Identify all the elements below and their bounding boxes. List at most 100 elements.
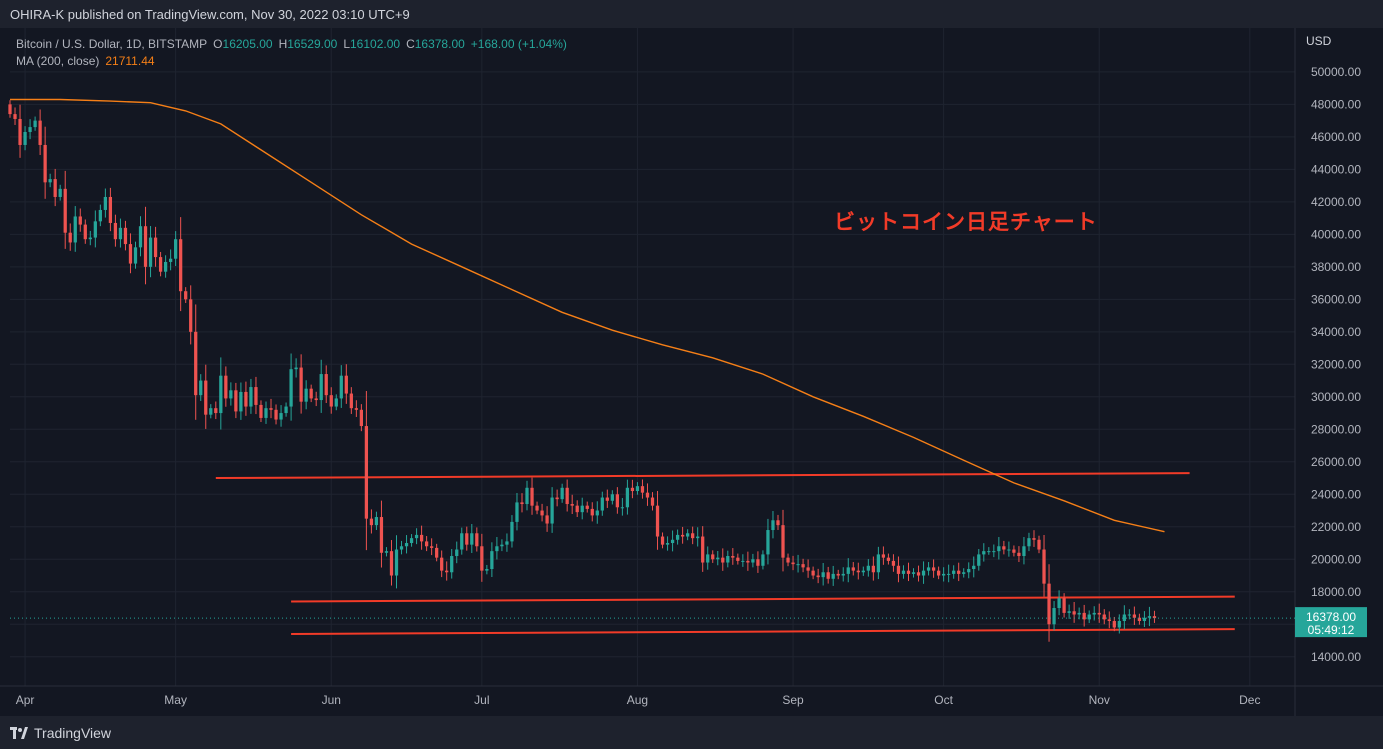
candle-body — [1017, 552, 1021, 557]
candle-body — [334, 398, 338, 407]
chart-annotation: ビットコイン日足チャート — [834, 210, 1098, 234]
candle-body — [655, 505, 660, 537]
candle — [485, 564, 489, 575]
candle — [1032, 530, 1036, 547]
candle-body — [786, 557, 790, 563]
candle — [741, 554, 745, 567]
candle — [550, 487, 554, 533]
support-upper-line[interactable] — [291, 595, 1235, 603]
candle-body — [73, 216, 77, 243]
candle — [992, 544, 996, 558]
candle — [128, 233, 133, 274]
candle-body — [1092, 612, 1096, 615]
candle-body — [1057, 598, 1061, 609]
time-tick-label: Apr — [16, 693, 35, 707]
candle — [1097, 603, 1101, 623]
candle-body — [605, 497, 609, 501]
candle — [1142, 611, 1147, 628]
candle-body — [530, 487, 534, 506]
price-axis[interactable]: USD14000.0016000.0018000.0020000.0022000… — [1294, 28, 1361, 716]
candle-body — [384, 551, 389, 553]
time-tick-label: Dec — [1239, 693, 1260, 707]
time-tick-label: Oct — [934, 693, 953, 707]
candle — [1127, 609, 1131, 620]
price-tick-label: 22000.00 — [1311, 520, 1361, 534]
candle — [931, 559, 936, 578]
candle — [926, 562, 931, 576]
candle — [194, 304, 198, 420]
candle — [500, 539, 504, 552]
candle-body — [957, 570, 961, 574]
candle-body — [1042, 549, 1046, 584]
candle-body — [756, 559, 760, 566]
candle — [384, 547, 389, 557]
candle-body — [485, 569, 489, 571]
candle — [831, 565, 835, 586]
price-tick-label: 42000.00 — [1311, 195, 1361, 209]
time-axis[interactable]: Apr May Jun Jul Aug Sep Oct Nov Dec — [0, 685, 1383, 707]
candle-body — [881, 554, 886, 558]
candle-body — [123, 227, 128, 245]
candle — [219, 357, 223, 430]
candle — [148, 226, 153, 278]
candle — [610, 490, 614, 505]
candle — [83, 219, 87, 244]
candle — [630, 479, 635, 499]
tradingview-logo[interactable]: TradingView — [10, 725, 111, 741]
candle — [123, 220, 128, 251]
candle-body — [455, 549, 459, 557]
candle-body — [972, 565, 976, 570]
candle — [279, 405, 283, 427]
candle — [801, 558, 805, 573]
candle-body — [13, 114, 17, 119]
candle-body — [806, 567, 810, 571]
candle-body — [595, 510, 599, 516]
candle-body — [751, 559, 755, 563]
candle — [570, 494, 574, 514]
candle-body — [324, 374, 328, 396]
ma-label[interactable]: MA (200, close) — [16, 54, 100, 68]
candle-body — [535, 505, 539, 511]
candle — [1042, 534, 1046, 597]
candle — [866, 559, 870, 577]
candle-body — [435, 547, 439, 558]
candle-body — [891, 560, 896, 566]
candle — [13, 107, 17, 125]
candle — [244, 381, 248, 416]
candle-body — [38, 120, 42, 145]
candle-body — [575, 505, 579, 513]
candle-body — [1137, 617, 1142, 622]
price-chart[interactable]: Apr May Jun Jul Aug Sep Oct Nov Dec USD 14000.00 1… — [0, 28, 1383, 716]
candle — [987, 547, 991, 555]
candle — [1112, 616, 1116, 632]
candle-body — [354, 408, 358, 410]
candle — [841, 567, 845, 582]
candle-body — [379, 517, 384, 553]
symbol-name[interactable]: Bitcoin / U.S. Dollar, 1D, BITSTAMP — [16, 37, 208, 51]
candle — [48, 173, 52, 188]
resistance-line[interactable] — [215, 472, 1190, 480]
price-tick-label: 36000.00 — [1311, 292, 1361, 306]
high-label: H — [278, 37, 288, 51]
candle — [334, 394, 338, 411]
candle-body — [344, 375, 348, 394]
candle-body — [394, 549, 399, 576]
candle — [510, 515, 514, 548]
candle — [761, 550, 765, 570]
candle — [751, 553, 755, 568]
candle — [806, 559, 810, 578]
publisher-text: OHIRA-K published on TradingView.com, No… — [10, 6, 410, 22]
candle — [409, 534, 414, 547]
candle — [891, 554, 896, 572]
candle — [234, 382, 238, 419]
candle-body — [314, 398, 318, 401]
candle — [1132, 606, 1137, 625]
candle-body — [796, 564, 800, 566]
candle — [781, 509, 785, 572]
trend-lines[interactable] — [215, 472, 1235, 636]
chart-background — [0, 28, 1383, 716]
candle — [299, 354, 303, 414]
candle-body — [1027, 538, 1031, 547]
candle-body — [53, 179, 57, 197]
support-lower-line[interactable] — [291, 628, 1235, 636]
